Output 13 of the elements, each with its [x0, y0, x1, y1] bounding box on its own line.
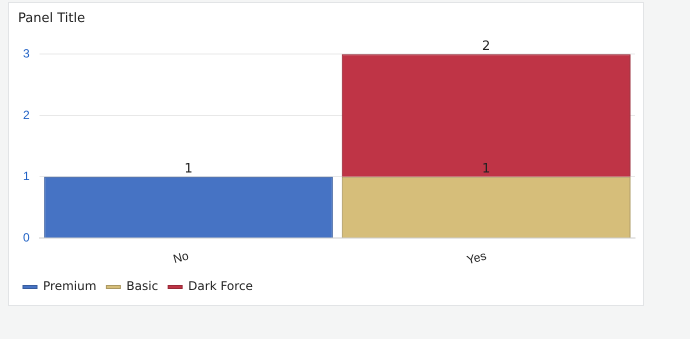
legend-label: Basic	[126, 279, 158, 294]
y-tick-label: 0	[22, 230, 30, 244]
y-tick-label: 2	[22, 108, 30, 122]
x-tick-label: Yes	[465, 248, 488, 268]
legend-label: Premium	[43, 279, 96, 294]
data-label: 1	[184, 162, 193, 177]
chart-title: Panel Title	[18, 11, 86, 26]
y-tick-label: 1	[22, 169, 30, 184]
y-tick-label: 3	[22, 46, 30, 61]
data-label: 1	[482, 162, 490, 177]
x-tick-label: No	[172, 248, 190, 266]
data-label: 2	[482, 39, 490, 54]
legend-label: Dark Force	[188, 279, 253, 294]
